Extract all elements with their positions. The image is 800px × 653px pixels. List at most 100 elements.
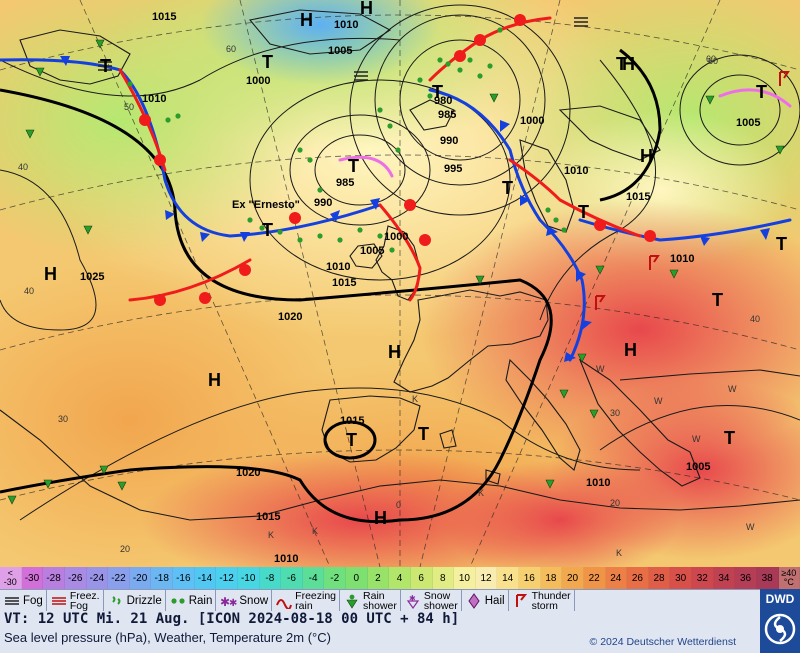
isobar-label: 1025	[80, 271, 104, 283]
isobar-label: 1005	[686, 461, 710, 473]
valid-time: VT: 12 UTC Mi. 21 Aug. [ICON 2024-08-18 …	[4, 611, 460, 627]
isobar-label: 995	[444, 163, 462, 175]
low-label: T	[262, 52, 273, 72]
isobar-label: 1015	[256, 511, 280, 523]
scale-cell: 24	[605, 567, 628, 589]
scale-cell: -30	[21, 567, 44, 589]
low-label: T	[100, 56, 111, 76]
isobar-label: 1005	[736, 117, 760, 129]
low-label: T	[418, 424, 429, 444]
freezing-rain-icon	[276, 599, 293, 609]
scale-cell-min: < -30	[0, 567, 22, 589]
temp-contour-label: 20	[610, 498, 620, 508]
temp-contour-label: 30	[610, 408, 620, 418]
isobar-label: 990	[440, 135, 458, 147]
high-label: H	[374, 508, 387, 528]
scale-cell: 36	[735, 567, 757, 589]
scale-cell: 38	[756, 567, 779, 589]
temp-contour-label: 40	[750, 314, 760, 324]
temp-contour-label: K	[412, 394, 418, 404]
isobar-label: 1010	[586, 477, 610, 489]
low-label: T	[616, 54, 627, 74]
isobar-label: 1010	[564, 165, 588, 177]
svg-text:✱: ✱	[409, 594, 416, 603]
svg-text:✱: ✱	[220, 595, 230, 609]
scale-cell: 2	[367, 567, 390, 589]
scale-cell: -24	[86, 567, 109, 589]
high-label: H	[208, 370, 221, 390]
scale-cell: 26	[627, 567, 649, 589]
scale-cell: 18	[540, 567, 563, 589]
low-label: T	[262, 220, 273, 240]
freezing-fog-icon	[51, 597, 66, 605]
temp-contour-label: 40	[18, 162, 28, 172]
temp-contour-label: 20	[120, 544, 130, 554]
thunderstorm-symbols	[595, 71, 790, 310]
shower-symbols	[7, 39, 785, 505]
scale-cell-max: ≥40 °C	[778, 567, 800, 589]
scale-cell: 10	[454, 567, 476, 589]
scale-cell: 8	[432, 567, 455, 589]
temp-contour-label: 60	[708, 56, 718, 66]
scale-cell: 20	[562, 567, 584, 589]
legend-freezing-fog: Freez. Fog	[47, 590, 104, 612]
temp-contour-label: 60	[226, 44, 236, 54]
dwd-logo: DWD	[760, 589, 800, 653]
high-label: H	[44, 264, 57, 284]
isobar-label: 1000	[246, 75, 270, 87]
rain-icon	[171, 598, 185, 604]
legend-drizzle: Drizzle	[104, 590, 166, 612]
scale-cell: -8	[259, 567, 282, 589]
legend-fog: Fog	[0, 590, 47, 612]
drizzle-icon	[111, 596, 121, 605]
low-label: T	[502, 178, 513, 198]
fog-symbols	[98, 17, 588, 81]
weather-legend: Fog Freez. Fog Drizzle Rain ✱ ✱ Snow Freez…	[0, 589, 760, 613]
isobar-label: 990	[314, 197, 332, 209]
isobar-label: 1020	[278, 311, 302, 323]
isobar-label: 980	[434, 95, 452, 107]
low-label: T	[348, 156, 359, 176]
scale-cell: 32	[692, 567, 714, 589]
temp-contour-label: 0	[396, 500, 401, 510]
isobar-label: 1010	[334, 19, 358, 31]
temp-contour-label: K	[312, 526, 318, 536]
isobar-label: 985	[438, 109, 456, 121]
scale-cell: 12	[475, 567, 498, 589]
temp-contour-label: W	[746, 522, 755, 532]
high-label: H	[624, 340, 637, 360]
scale-cell: 34	[713, 567, 736, 589]
scale-cell: -12	[216, 567, 238, 589]
scale-cell: -26	[64, 567, 87, 589]
rain-shower-icon	[346, 594, 358, 609]
isobars	[0, 4, 800, 521]
low-label: T	[712, 290, 723, 310]
legend-freezing-rain: Freezing rain	[272, 590, 341, 612]
high-label: H	[388, 342, 401, 362]
low-label: T	[432, 82, 443, 102]
scale-cell: -2	[324, 567, 346, 589]
scale-cell: -4	[302, 567, 325, 589]
temp-contour-label: 30	[58, 414, 68, 424]
isobar-label: 985	[336, 177, 354, 189]
copyright: © 2024 Deutscher Wetterdienst	[589, 636, 736, 648]
snow-icon: ✱✱	[220, 595, 237, 609]
scale-cell: -28	[43, 567, 65, 589]
high-label: H	[360, 0, 373, 18]
temp-contour-label: K	[268, 530, 274, 540]
scale-cell: -18	[151, 567, 173, 589]
temp-contour-label: 60	[706, 54, 716, 64]
scale-cell: -6	[281, 567, 303, 589]
storm-label: Ex "Ernesto"	[232, 199, 300, 211]
high-label: H	[622, 54, 635, 74]
isobar-label: 1000	[520, 115, 544, 127]
coastlines	[0, 9, 800, 521]
temp-contour-label: W	[728, 384, 737, 394]
isobar-label: 1000	[384, 231, 408, 243]
temperature-color-scale: < -30 -30 -28 -26 -24 -22 -20 -18 -16 -14 -12 -10 -8…	[0, 567, 800, 589]
isobar-label: 1005	[328, 45, 352, 57]
scale-cell: 30	[670, 567, 692, 589]
scale-cell: 16	[519, 567, 541, 589]
isobar-label: 1015	[332, 277, 356, 289]
scale-cell: 28	[648, 567, 671, 589]
